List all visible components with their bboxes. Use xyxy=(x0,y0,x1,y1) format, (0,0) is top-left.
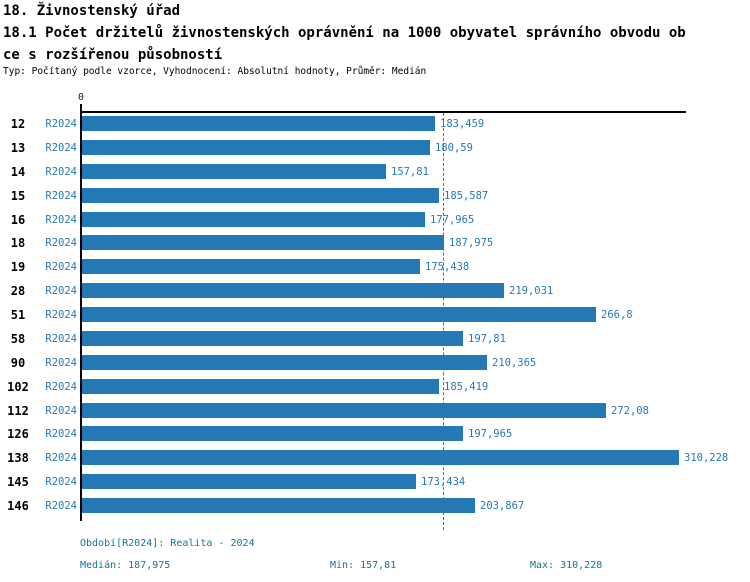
bar-value-label: 185,419 xyxy=(444,381,489,393)
bar-value-label: 266,8 xyxy=(601,309,633,321)
chart-row: 58 R2024 197,81 xyxy=(0,331,750,346)
bar-value-label: 219,031 xyxy=(509,285,554,297)
chart-row: 102 R2024 185,419 xyxy=(0,379,750,394)
row-series-label: R2024 xyxy=(45,357,77,369)
row-category-label: 138 xyxy=(7,451,29,465)
chart-row: 51 R2024 266,8 xyxy=(0,307,750,322)
row-category-label: 16 xyxy=(10,213,26,227)
bar[interactable] xyxy=(82,450,679,465)
row-category-label: 102 xyxy=(7,380,29,394)
chart-row: 13 R2024 180,59 xyxy=(0,140,750,155)
bar[interactable] xyxy=(82,212,425,227)
row-category-label: 58 xyxy=(10,332,26,346)
bar[interactable] xyxy=(82,188,439,203)
chart-row: 112 R2024 272,08 xyxy=(0,403,750,418)
report-title: 18. Živnostenský úřad xyxy=(3,3,181,19)
bar[interactable] xyxy=(82,235,444,250)
axis-zero-tick xyxy=(80,104,82,113)
bar-value-label: 310,228 xyxy=(684,452,729,464)
chart-row: 19 R2024 175,438 xyxy=(0,259,750,274)
bar-value-label: 185,587 xyxy=(444,190,489,202)
bar[interactable] xyxy=(82,498,475,513)
row-series-label: R2024 xyxy=(45,428,77,440)
bar-value-label: 175,438 xyxy=(425,261,470,273)
row-category-label: 112 xyxy=(7,404,29,418)
bar-value-label: 180,59 xyxy=(435,142,473,154)
bar-value-label: 203,867 xyxy=(480,500,525,512)
row-category-label: 18 xyxy=(10,236,26,250)
chart-row: 18 R2024 187,975 xyxy=(0,235,750,250)
bar[interactable] xyxy=(82,355,487,370)
bar[interactable] xyxy=(82,283,504,298)
bar[interactable] xyxy=(82,379,439,394)
chart-row: 12 R2024 183,459 xyxy=(0,116,750,131)
row-category-label: 145 xyxy=(7,475,29,489)
bar-value-label: 197,965 xyxy=(468,428,513,440)
row-series-label: R2024 xyxy=(45,166,77,178)
row-series-label: R2024 xyxy=(45,190,77,202)
footer-period: Období[R2024]: Realita - 2024 xyxy=(80,538,255,549)
x-axis-line xyxy=(80,111,686,113)
row-series-label: R2024 xyxy=(45,405,77,417)
footer-max: Max: 310,228 xyxy=(530,560,603,571)
chart-row: 14 R2024 157,81 xyxy=(0,164,750,179)
bar-value-label: 177,965 xyxy=(430,214,475,226)
chart-row: 145 R2024 173,434 xyxy=(0,474,750,489)
chart-row: 15 R2024 185,587 xyxy=(0,188,750,203)
chart-row: 146 R2024 203,867 xyxy=(0,498,750,513)
axis-zero-label: 0 xyxy=(77,92,85,103)
y-axis-line xyxy=(80,111,82,521)
row-category-label: 146 xyxy=(7,499,29,513)
chart-row: 28 R2024 219,031 xyxy=(0,283,750,298)
row-series-label: R2024 xyxy=(45,118,77,130)
row-series-label: R2024 xyxy=(45,500,77,512)
bar-value-label: 210,365 xyxy=(492,357,537,369)
bar[interactable] xyxy=(82,426,463,441)
bar[interactable] xyxy=(82,259,420,274)
bar[interactable] xyxy=(82,307,596,322)
bar[interactable] xyxy=(82,164,386,179)
row-category-label: 51 xyxy=(10,308,26,322)
row-series-label: R2024 xyxy=(45,381,77,393)
bar[interactable] xyxy=(82,140,430,155)
row-series-label: R2024 xyxy=(45,333,77,345)
bar[interactable] xyxy=(82,474,416,489)
bar-value-label: 197,81 xyxy=(468,333,506,345)
bar[interactable] xyxy=(82,403,606,418)
footer-median: Medián: 187,975 xyxy=(80,560,171,571)
chart-row: 126 R2024 197,965 xyxy=(0,426,750,441)
row-category-label: 15 xyxy=(10,189,26,203)
row-series-label: R2024 xyxy=(45,142,77,154)
chart-row: 138 R2024 310,228 xyxy=(0,450,750,465)
row-series-label: R2024 xyxy=(45,309,77,321)
row-category-label: 19 xyxy=(10,260,26,274)
row-series-label: R2024 xyxy=(45,476,77,488)
report-subtitle-line2: ce s rozšířenou působností xyxy=(3,47,223,63)
row-category-label: 90 xyxy=(10,356,26,370)
row-category-label: 126 xyxy=(7,427,29,441)
bar-value-label: 187,975 xyxy=(449,237,494,249)
chart-row: 90 R2024 210,365 xyxy=(0,355,750,370)
footer-min: Min: 157,81 xyxy=(330,560,397,571)
row-series-label: R2024 xyxy=(45,237,77,249)
row-series-label: R2024 xyxy=(45,285,77,297)
bar-value-label: 183,459 xyxy=(440,118,485,130)
row-category-label: 14 xyxy=(10,165,26,179)
bar-value-label: 173,434 xyxy=(421,476,466,488)
bar-value-label: 157,81 xyxy=(391,166,429,178)
bar[interactable] xyxy=(82,331,463,346)
row-series-label: R2024 xyxy=(45,214,77,226)
bar[interactable] xyxy=(82,116,435,131)
report-subtitle-line1: 18.1 Počet držitelů živnostenských opráv… xyxy=(3,25,686,41)
row-series-label: R2024 xyxy=(45,452,77,464)
row-category-label: 28 xyxy=(10,284,26,298)
bar-value-label: 272,08 xyxy=(611,405,649,417)
row-category-label: 13 xyxy=(10,141,26,155)
chart-row: 16 R2024 177,965 xyxy=(0,212,750,227)
report-meta: Typ: Počítaný podle vzorce, Vyhodnocení:… xyxy=(3,66,427,77)
row-category-label: 12 xyxy=(10,117,26,131)
row-series-label: R2024 xyxy=(45,261,77,273)
